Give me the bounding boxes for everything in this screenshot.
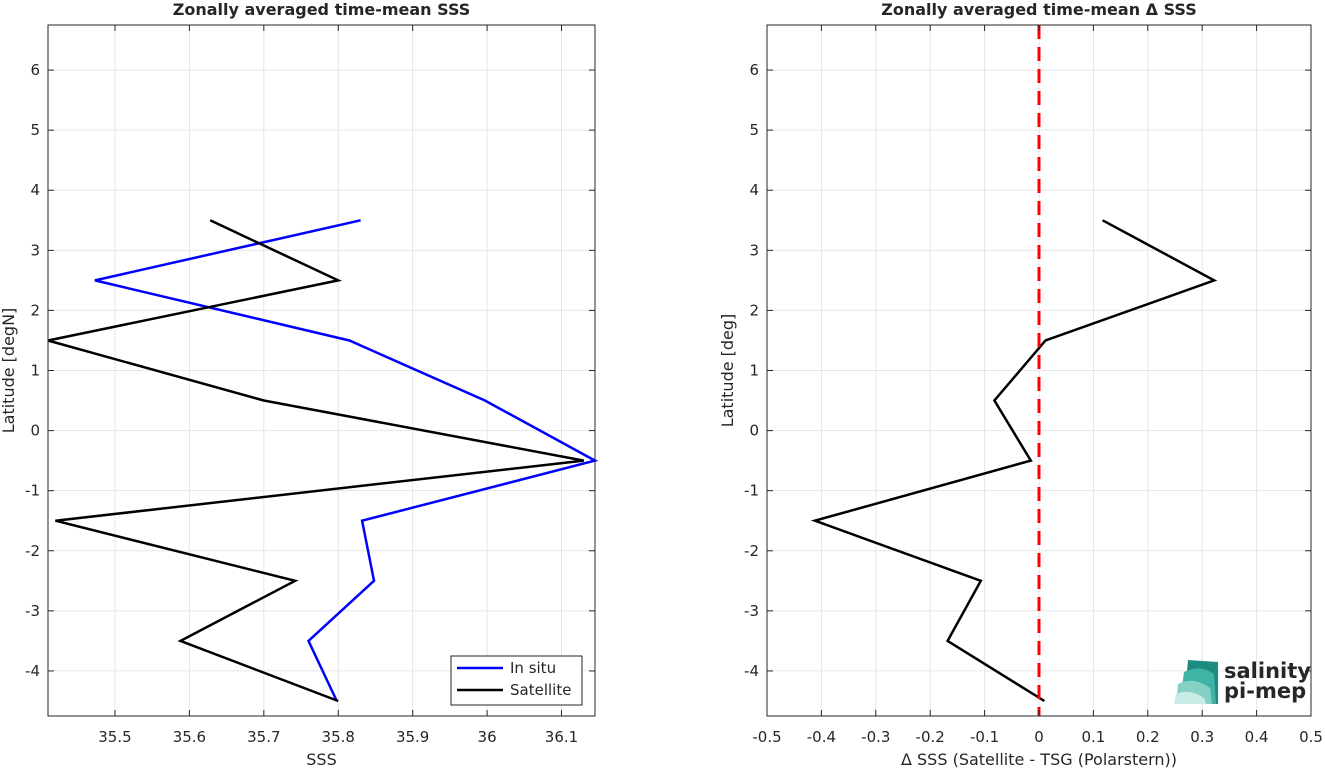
- legend-label-satellite: Satellite: [510, 681, 571, 699]
- y-tick-label: -1: [25, 482, 40, 500]
- x-axis-label: Δ SSS (Satellite - TSG (Polarstern)): [901, 750, 1177, 769]
- x-tick-label: 0.4: [1245, 728, 1269, 746]
- x-tick-label: 35.6: [173, 728, 206, 746]
- chart-panel-delta-sss: -0.5 -0.4 -0.3 -0.2 -0.1 0 0.1 0.2 0.3 0.4 0.5 -4 -3…: [718, 0, 1323, 769]
- legend-label-in-situ: In situ: [510, 659, 556, 677]
- x-tick-label: 36.1: [545, 728, 578, 746]
- chart-title: Zonally averaged time-mean Δ SSS: [881, 0, 1197, 19]
- legend: In situ Satellite: [450, 655, 583, 706]
- x-tick-label: 0.5: [1299, 728, 1323, 746]
- y-tick-label: 1: [749, 362, 759, 380]
- y-tick-label: 5: [749, 121, 759, 139]
- chart-panel-sss: 35.5 35.6 35.7 35.8 35.9 36 36.1 -4 -3 -2 -1 0 1 2 3 4 5…: [0, 0, 599, 769]
- logo-text-line1: salinity: [1224, 659, 1311, 683]
- y-axis-label: Latitude [deg]: [718, 314, 737, 428]
- y-tick-label: 4: [30, 181, 40, 199]
- wave-logo-icon: [1174, 660, 1218, 704]
- y-tick-label: -3: [744, 602, 759, 620]
- y-tick-label: -2: [744, 542, 759, 560]
- x-tick-label: 0: [1034, 728, 1044, 746]
- x-tick-label: 0.2: [1136, 728, 1160, 746]
- y-tick-label: 3: [749, 241, 759, 259]
- x-tick-label: -0.1: [970, 728, 999, 746]
- x-tick-label: -0.3: [861, 728, 890, 746]
- x-tick-label: 35.9: [396, 728, 429, 746]
- x-tick-label: 36: [478, 728, 497, 746]
- y-tick-label: 1: [30, 362, 40, 380]
- y-tick-label: -1: [744, 482, 759, 500]
- y-tick-label: -4: [25, 662, 40, 680]
- x-tick-label: -0.2: [916, 728, 945, 746]
- series-line-series-0: [810, 219, 1218, 703]
- x-tick-label: 0.1: [1081, 728, 1105, 746]
- x-tick-label: -0.4: [807, 728, 836, 746]
- y-tick-label: 3: [30, 241, 40, 259]
- y-tick-label: -4: [744, 662, 759, 680]
- logo-text-line2: pi-mep: [1224, 679, 1306, 703]
- x-tick-label: 0.3: [1190, 728, 1214, 746]
- x-tick-label: 35.8: [322, 728, 355, 746]
- y-tick-label: 4: [749, 181, 759, 199]
- x-axis-label: SSS: [306, 750, 336, 769]
- y-tick-label: 6: [30, 61, 40, 79]
- salinity-pi-mep-logo: salinity pi-mep: [1174, 659, 1311, 704]
- y-tick-label: 5: [30, 121, 40, 139]
- y-tick-label: 0: [749, 422, 759, 440]
- x-tick-label: -0.5: [752, 728, 781, 746]
- x-tick-label: 35.7: [247, 728, 280, 746]
- series-line-satellite: [47, 219, 585, 703]
- y-tick-label: -2: [25, 542, 40, 560]
- y-tick-label: 2: [30, 301, 40, 319]
- chart-title: Zonally averaged time-mean SSS: [173, 0, 471, 19]
- y-tick-label: 6: [749, 61, 759, 79]
- y-tick-label: -3: [25, 602, 40, 620]
- x-tick-label: 35.5: [98, 728, 131, 746]
- y-axis-label: Latitude [degN]: [0, 308, 18, 434]
- y-tick-label: 2: [749, 301, 759, 319]
- y-tick-label: 0: [30, 422, 40, 440]
